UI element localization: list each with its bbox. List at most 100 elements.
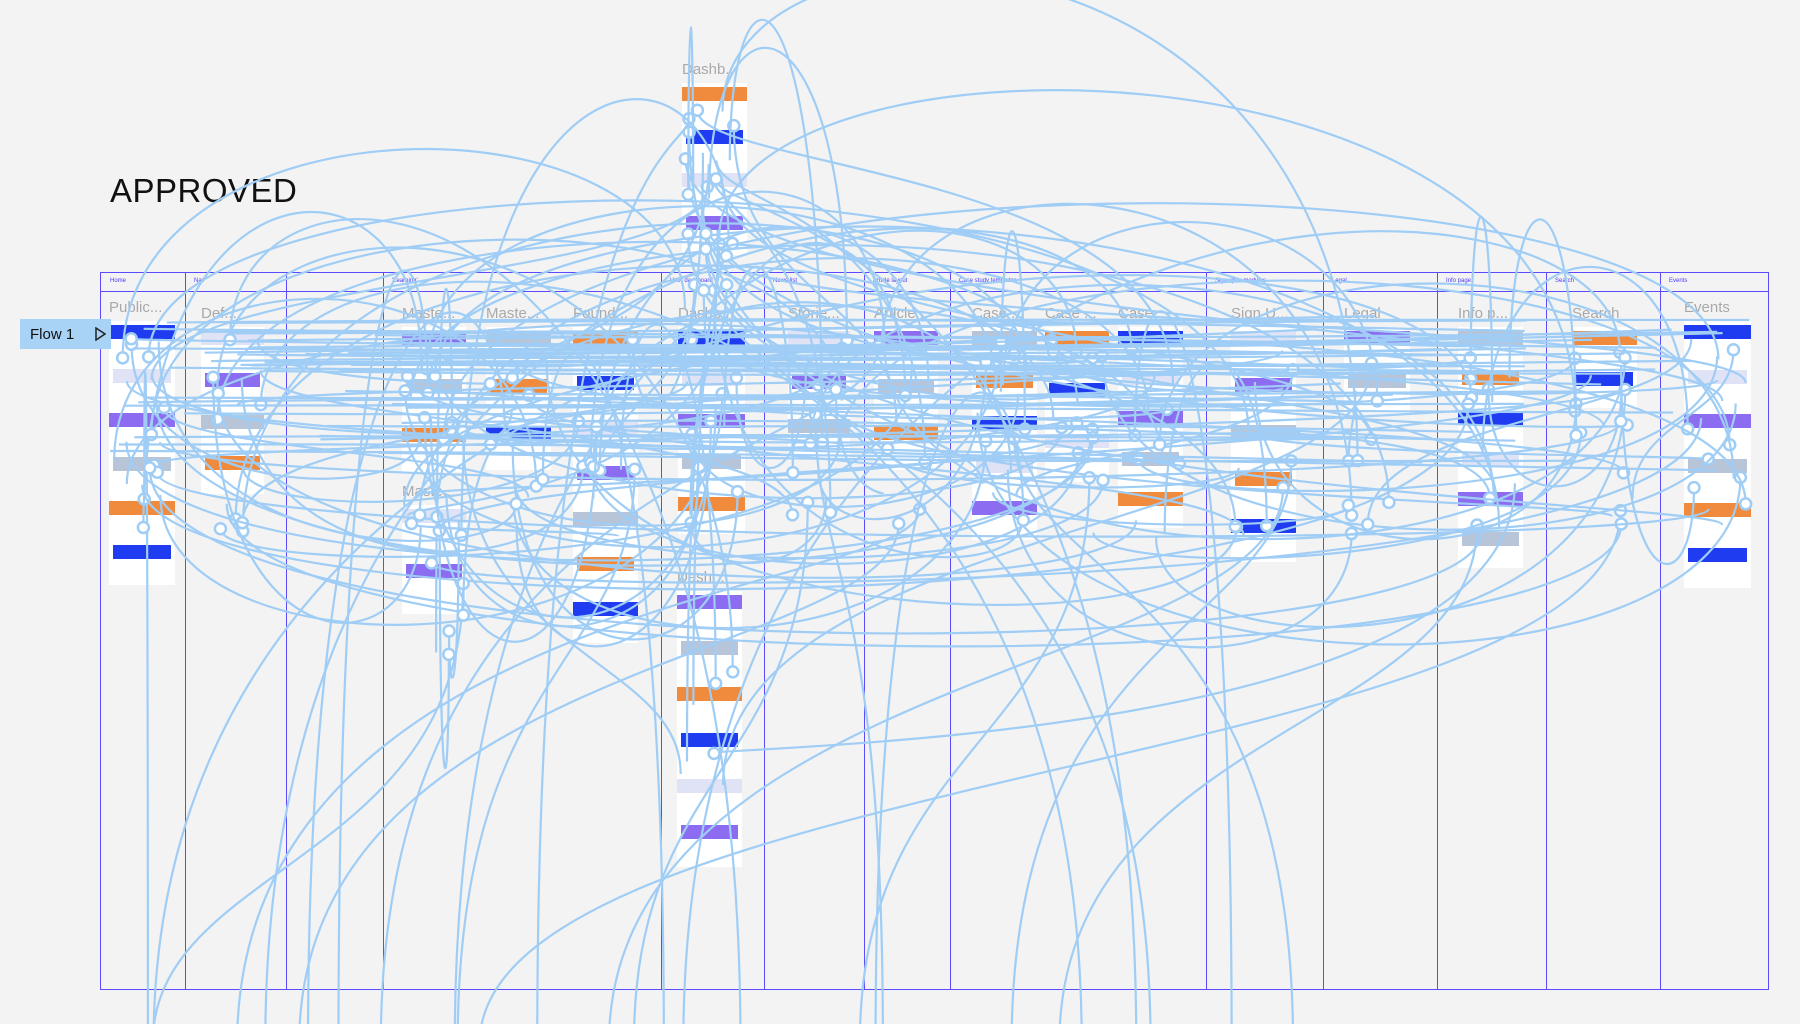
connection-line[interactable] <box>592 301 1012 472</box>
connection-node[interactable] <box>586 459 601 474</box>
connection-line[interactable] <box>514 480 1105 560</box>
connection-line[interactable] <box>183 393 1393 416</box>
connection-line[interactable] <box>320 433 1369 441</box>
connection-node[interactable] <box>142 461 157 475</box>
connection-node[interactable] <box>785 508 800 522</box>
frame-label[interactable]: Maste... <box>486 305 540 322</box>
connection-line[interactable] <box>153 583 465 1024</box>
connection-line[interactable] <box>728 18 824 443</box>
connection-node[interactable] <box>1361 517 1375 532</box>
connection-node[interactable] <box>699 242 713 256</box>
connection-line[interactable] <box>991 492 1350 526</box>
connection-line[interactable] <box>138 382 1341 404</box>
connection-line[interactable] <box>696 110 1175 384</box>
connection-line[interactable] <box>148 467 1484 635</box>
connection-node[interactable] <box>456 608 471 622</box>
connection-line[interactable] <box>1631 349 1735 499</box>
connection-node[interactable] <box>509 496 523 511</box>
connection-node[interactable] <box>1152 437 1167 452</box>
connection-node[interactable] <box>141 350 156 364</box>
connection-line[interactable] <box>445 467 701 628</box>
connection-line[interactable] <box>512 440 987 630</box>
connection-line[interactable] <box>438 525 450 769</box>
connection-line[interactable] <box>886 448 1240 489</box>
connection-node[interactable] <box>823 505 838 520</box>
connection-line[interactable] <box>859 477 1091 1024</box>
connection-node[interactable] <box>404 516 419 531</box>
connection-line[interactable] <box>264 352 1625 364</box>
connection-node[interactable] <box>730 484 745 499</box>
connection-line[interactable] <box>1620 366 1696 565</box>
connection-line[interactable] <box>143 319 1527 333</box>
connection-line[interactable] <box>327 424 1474 434</box>
connection-line[interactable] <box>1469 215 1494 402</box>
connection-node[interactable] <box>1701 452 1715 466</box>
connection-line[interactable] <box>158 420 1622 481</box>
connection-line[interactable] <box>435 287 454 653</box>
connection-line[interactable] <box>423 405 717 619</box>
connection-node[interactable] <box>124 332 138 346</box>
connection-node[interactable] <box>625 332 640 347</box>
connection-line[interactable] <box>462 411 513 616</box>
connection-node[interactable] <box>1687 480 1701 495</box>
connection-line[interactable] <box>337 269 429 1024</box>
connection-line[interactable] <box>721 0 1359 461</box>
connection-line[interactable] <box>240 377 585 553</box>
connection-node[interactable] <box>136 520 151 535</box>
connection-line[interactable] <box>264 227 1133 1024</box>
connection-node[interactable] <box>505 370 520 385</box>
connection-line[interactable] <box>1154 389 1627 629</box>
connection-line[interactable] <box>461 431 682 775</box>
connection-node[interactable] <box>707 746 721 761</box>
connection-node[interactable] <box>1228 519 1243 534</box>
connection-node[interactable] <box>1016 513 1031 528</box>
connection-node[interactable] <box>681 187 696 202</box>
connection-line[interactable] <box>166 318 1525 333</box>
connection-line[interactable] <box>689 242 907 515</box>
connection-node[interactable] <box>1738 497 1753 511</box>
connection-line[interactable] <box>704 249 1724 526</box>
connection-node[interactable] <box>483 376 498 391</box>
connection-line[interactable] <box>735 369 807 470</box>
connection-node[interactable] <box>413 508 427 522</box>
connection-line[interactable] <box>404 341 1003 549</box>
connection-line[interactable] <box>247 330 1718 342</box>
connection-line[interactable] <box>113 297 538 487</box>
connection-line[interactable] <box>125 437 1095 562</box>
connection-line[interactable] <box>721 363 1373 785</box>
connection-node[interactable] <box>918 455 932 469</box>
connection-line[interactable] <box>141 404 1470 591</box>
connection-line[interactable] <box>1059 525 1479 1024</box>
connection-line[interactable] <box>407 406 1674 414</box>
connection-line[interactable] <box>1137 356 1719 493</box>
connection-node[interactable] <box>1614 414 1628 428</box>
connection-line[interactable] <box>219 367 913 558</box>
connection-line[interactable] <box>1487 389 1623 488</box>
connection-line[interactable] <box>319 434 1344 444</box>
connection-line[interactable] <box>351 363 1525 368</box>
connection-line[interactable] <box>142 210 423 528</box>
connection-line[interactable] <box>834 389 885 495</box>
connection-line[interactable] <box>204 338 1358 354</box>
connection-line[interactable] <box>456 469 636 1024</box>
connection-node[interactable] <box>1382 495 1396 510</box>
connection-line[interactable] <box>1133 310 1233 1024</box>
connection-node[interactable] <box>442 647 456 662</box>
frame-label[interactable]: Dashb... <box>682 61 738 78</box>
connection-line[interactable] <box>442 202 1720 439</box>
connection-line[interactable] <box>1366 338 1693 525</box>
connection-node[interactable] <box>1341 498 1356 512</box>
connection-line[interactable] <box>121 148 687 358</box>
connection-line[interactable] <box>345 390 1357 403</box>
connection-line[interactable] <box>307 311 507 1024</box>
connection-line[interactable] <box>425 205 998 390</box>
connection-line[interactable] <box>633 502 809 1024</box>
connection-line[interactable] <box>152 274 1473 1024</box>
connection-line[interactable] <box>146 390 1575 400</box>
connection-line[interactable] <box>687 26 695 195</box>
connection-node[interactable] <box>699 226 713 241</box>
connection-line[interactable] <box>339 368 1656 375</box>
connection-line[interactable] <box>1001 220 1379 401</box>
connection-line[interactable] <box>150 238 843 435</box>
connection-line[interactable] <box>682 230 1622 1024</box>
